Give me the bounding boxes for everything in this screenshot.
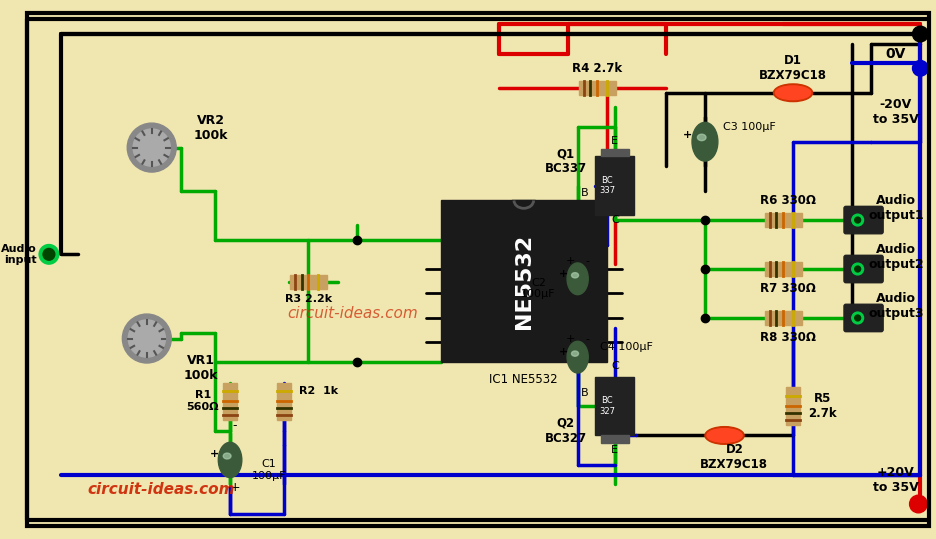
Text: R7 330Ω: R7 330Ω	[759, 282, 815, 295]
Text: C1
100μF: C1 100μF	[252, 459, 286, 481]
Text: circuit-ideas.com: circuit-ideas.com	[286, 306, 417, 321]
Text: R4 2.7k: R4 2.7k	[572, 62, 622, 75]
Text: B: B	[580, 388, 588, 398]
Circle shape	[854, 315, 859, 321]
Text: Audio
output3: Audio output3	[867, 292, 923, 320]
Text: Q1
BC337: Q1 BC337	[544, 147, 586, 175]
Bar	[601, 149, 628, 156]
Ellipse shape	[772, 84, 812, 101]
Text: -: -	[585, 334, 589, 344]
Bar	[785, 388, 799, 425]
Text: E: E	[610, 136, 617, 146]
Ellipse shape	[775, 86, 810, 100]
Circle shape	[39, 245, 59, 264]
Text: +: +	[229, 481, 240, 494]
Text: D2
BZX79C18: D2 BZX79C18	[699, 443, 768, 471]
Wedge shape	[511, 201, 535, 212]
Text: NE5532: NE5532	[513, 234, 534, 329]
Text: Q2
BC327: Q2 BC327	[544, 417, 586, 445]
Bar	[601, 436, 628, 443]
Circle shape	[912, 26, 928, 42]
FancyBboxPatch shape	[843, 255, 883, 283]
Ellipse shape	[128, 320, 166, 357]
Bar	[764, 262, 801, 276]
Text: Audio
input: Audio input	[2, 244, 37, 265]
Text: R1
560Ω: R1 560Ω	[186, 390, 219, 412]
Ellipse shape	[692, 122, 717, 161]
Text: D1
BZX79C18: D1 BZX79C18	[758, 54, 826, 82]
Text: R3 2.2k: R3 2.2k	[285, 294, 331, 305]
FancyBboxPatch shape	[843, 304, 883, 331]
Ellipse shape	[133, 129, 170, 166]
Ellipse shape	[223, 453, 231, 459]
Bar	[764, 213, 801, 227]
Text: -: -	[585, 256, 589, 266]
Text: R8 330Ω: R8 330Ω	[759, 331, 815, 344]
Ellipse shape	[566, 263, 588, 295]
Text: VR2
100k: VR2 100k	[193, 114, 227, 142]
Bar	[223, 383, 237, 420]
Ellipse shape	[127, 123, 176, 172]
Text: circuit-ideas.com: circuit-ideas.com	[88, 482, 235, 497]
Circle shape	[851, 312, 863, 324]
Text: E: E	[610, 445, 617, 455]
Text: +: +	[565, 256, 575, 266]
Ellipse shape	[566, 341, 588, 373]
Ellipse shape	[704, 427, 743, 444]
Bar	[289, 275, 327, 288]
Circle shape	[851, 263, 863, 275]
Text: +: +	[210, 449, 219, 459]
Text: R6 330Ω: R6 330Ω	[759, 194, 815, 207]
Text: B: B	[580, 188, 588, 198]
Text: +20V
to 35V: +20V to 35V	[872, 466, 918, 494]
Circle shape	[851, 214, 863, 226]
Text: R5
2.7k: R5 2.7k	[807, 392, 836, 420]
Text: +: +	[565, 334, 575, 344]
Text: Audio
output2: Audio output2	[867, 243, 923, 271]
Text: R2  1k: R2 1k	[299, 386, 337, 396]
Text: +: +	[559, 347, 567, 357]
Text: C3 100μF: C3 100μF	[722, 122, 775, 132]
Text: BC
337: BC 337	[598, 176, 614, 196]
Bar	[594, 156, 634, 215]
Ellipse shape	[696, 134, 705, 141]
Ellipse shape	[123, 314, 171, 363]
Text: -: -	[232, 419, 237, 432]
Text: BC
327: BC 327	[598, 396, 614, 416]
Circle shape	[909, 495, 927, 513]
Ellipse shape	[218, 443, 241, 478]
Text: C: C	[610, 361, 618, 371]
Ellipse shape	[706, 429, 741, 443]
Text: C: C	[610, 215, 618, 225]
Text: +: +	[559, 268, 567, 279]
FancyBboxPatch shape	[843, 206, 883, 234]
Text: IC1 NE5532: IC1 NE5532	[489, 373, 558, 386]
Text: VR1
100k: VR1 100k	[183, 354, 218, 382]
Circle shape	[912, 60, 928, 76]
Ellipse shape	[571, 273, 578, 278]
Bar	[764, 311, 801, 325]
Text: 0V: 0V	[885, 46, 905, 60]
Ellipse shape	[571, 351, 578, 356]
Circle shape	[854, 266, 859, 272]
Text: C2
100μF: C2 100μF	[520, 278, 555, 299]
Bar	[277, 383, 290, 420]
Circle shape	[854, 217, 859, 223]
Bar	[578, 81, 615, 95]
Text: -20V
to 35V: -20V to 35V	[872, 98, 918, 126]
Circle shape	[43, 248, 54, 260]
Text: +: +	[682, 130, 692, 140]
Text: C4 100μF: C4 100μF	[600, 342, 652, 353]
Bar	[594, 377, 634, 436]
Bar	[440, 201, 607, 362]
Text: Audio
output1: Audio output1	[867, 194, 923, 222]
